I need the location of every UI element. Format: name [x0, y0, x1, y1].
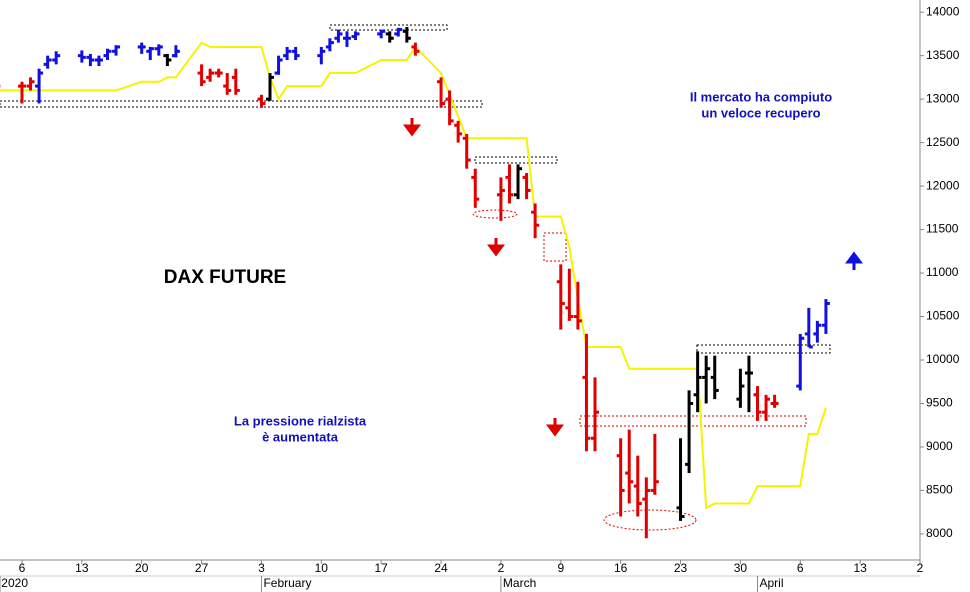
highlight [579, 415, 807, 427]
chart-title: DAX FUTURE [164, 267, 286, 288]
y-tick-label: 11500 [926, 222, 959, 236]
annotation: un veloce recupero [701, 105, 820, 120]
highlight [543, 232, 567, 262]
x-tick-label: 16 [614, 561, 628, 575]
month-label: April [760, 576, 784, 590]
levels [0, 24, 831, 354]
x-tick-label: 17 [375, 561, 389, 575]
annotation: è aumentata [262, 429, 339, 444]
y-tick-label: 12500 [926, 135, 960, 149]
down-arrow [546, 418, 564, 437]
month-label: February [263, 576, 311, 590]
level-box [329, 24, 448, 31]
y-tick-label: 10500 [926, 309, 960, 323]
y-tick-label: 11000 [926, 265, 959, 279]
down-arrow [487, 238, 505, 257]
annotation: La pressione rialzista [234, 413, 367, 428]
y-tick-label: 8500 [926, 483, 953, 497]
x-tick-label: 9 [557, 561, 564, 575]
level-box [0, 100, 483, 108]
month-label: 2020 [1, 576, 28, 590]
y-tick-label: 9000 [926, 439, 953, 453]
x-tick-label: 10 [315, 561, 329, 575]
y-tick-label: 13500 [926, 48, 960, 62]
x-tick-label: 27 [195, 561, 209, 575]
stop-line [0, 41, 827, 510]
x-tick-label: 2 [498, 561, 505, 575]
month-label: March [503, 576, 536, 590]
x-tick-label: 3 [258, 561, 265, 575]
x-tick-label: 24 [434, 561, 448, 575]
x-tick-label: 20 [135, 561, 149, 575]
x-tick-label: 23 [674, 561, 688, 575]
y-tick-label: 10000 [926, 352, 960, 366]
plot-area [0, 0, 920, 560]
y-tick-label: 12000 [926, 178, 960, 192]
up-arrow [845, 251, 863, 270]
highlights [472, 209, 807, 531]
x-tick-label: 6 [19, 561, 26, 575]
x-tick-label: 13 [853, 561, 867, 575]
level-box [474, 156, 558, 164]
highlight [472, 209, 518, 219]
x-tick-label: 2 [917, 561, 924, 575]
annotation: Il mercato ha compiuto [690, 89, 832, 104]
x-tick-label: 30 [734, 561, 748, 575]
down-arrow [403, 118, 421, 137]
level-box [696, 344, 831, 354]
x-tick-label: 13 [75, 561, 89, 575]
y-tick-label: 14000 [926, 4, 960, 18]
arrows [403, 118, 863, 437]
y-tick-label: 8000 [926, 526, 953, 540]
x-tick-label: 6 [797, 561, 804, 575]
y-tick-label: 13000 [926, 91, 960, 105]
highlight [603, 509, 697, 531]
y-tick-label: 9500 [926, 396, 953, 410]
